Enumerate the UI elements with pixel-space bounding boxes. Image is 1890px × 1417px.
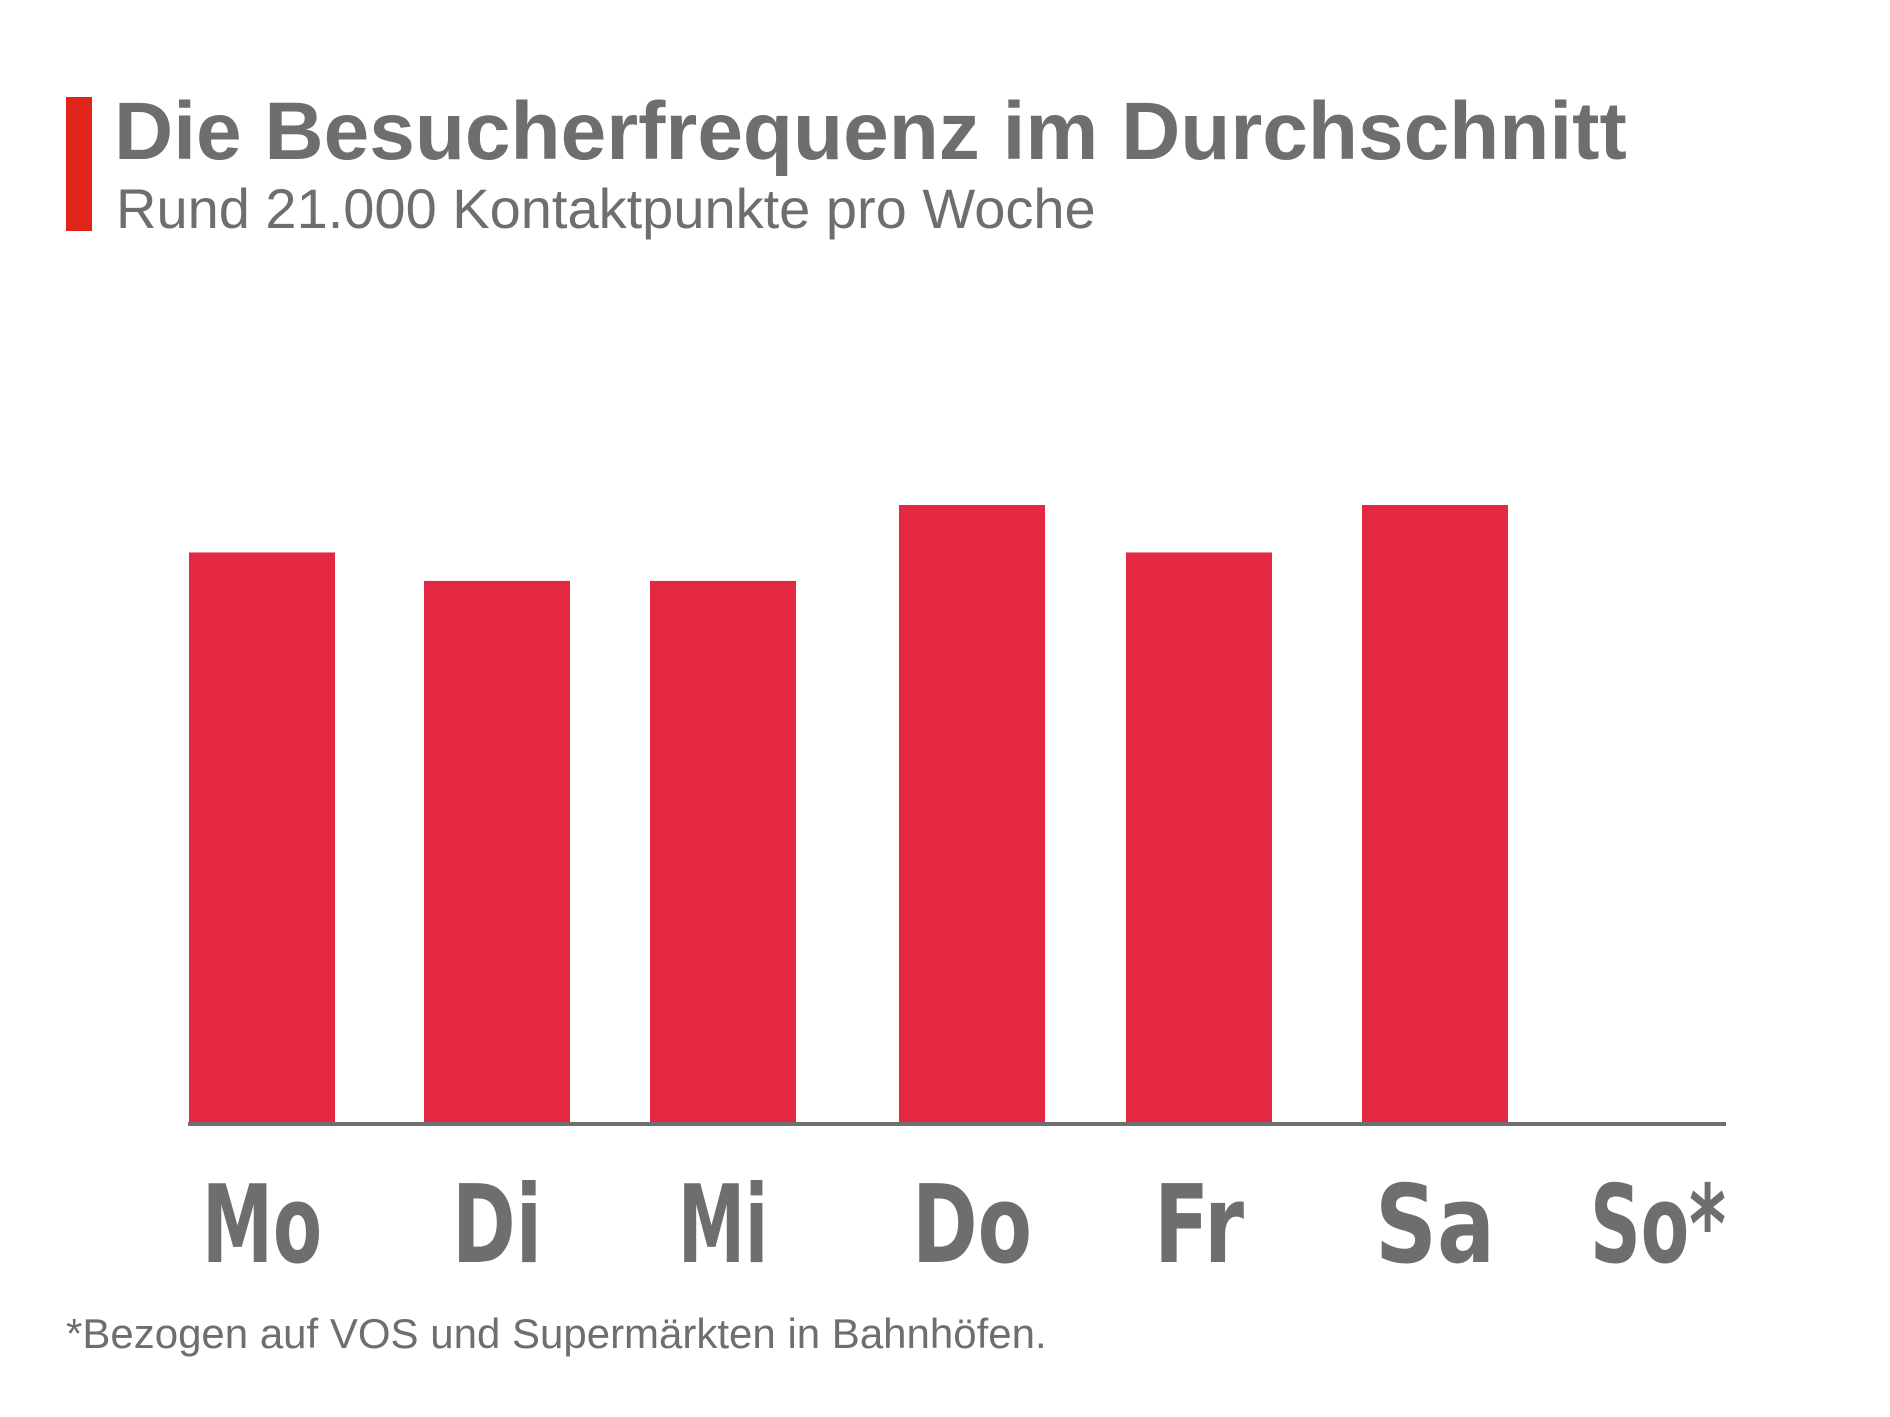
tick-label-sa: Sa bbox=[1375, 1163, 1495, 1288]
bar-mi bbox=[650, 580, 796, 1122]
bar-fr bbox=[1126, 552, 1272, 1122]
footnote: *Bezogen auf VOS und Supermärkten in Bah… bbox=[66, 1310, 1047, 1357]
tick-label-do: Do bbox=[912, 1163, 1032, 1288]
chart-title: Die Besucherfrequenz im Durchschnitt bbox=[114, 86, 1627, 177]
title-accent-bar bbox=[66, 97, 92, 231]
bar-sa bbox=[1362, 505, 1508, 1122]
chart-subtitle: Rund 21.000 Kontaktpunkte pro Woche bbox=[116, 177, 1096, 240]
tick-label-di: Di bbox=[452, 1163, 542, 1288]
tick-label-fr: Fr bbox=[1154, 1163, 1244, 1288]
bars-group bbox=[189, 505, 1508, 1122]
tick-label-mi: Mi bbox=[678, 1163, 768, 1288]
bar-mo bbox=[189, 552, 335, 1122]
bar-do bbox=[899, 505, 1045, 1122]
bar-di bbox=[424, 580, 570, 1122]
tick-label-so: So* bbox=[1590, 1163, 1726, 1288]
tick-labels-group: Mo Di Mi Do Fr Sa So* bbox=[202, 1163, 1726, 1288]
tick-label-mo: Mo bbox=[202, 1163, 322, 1288]
